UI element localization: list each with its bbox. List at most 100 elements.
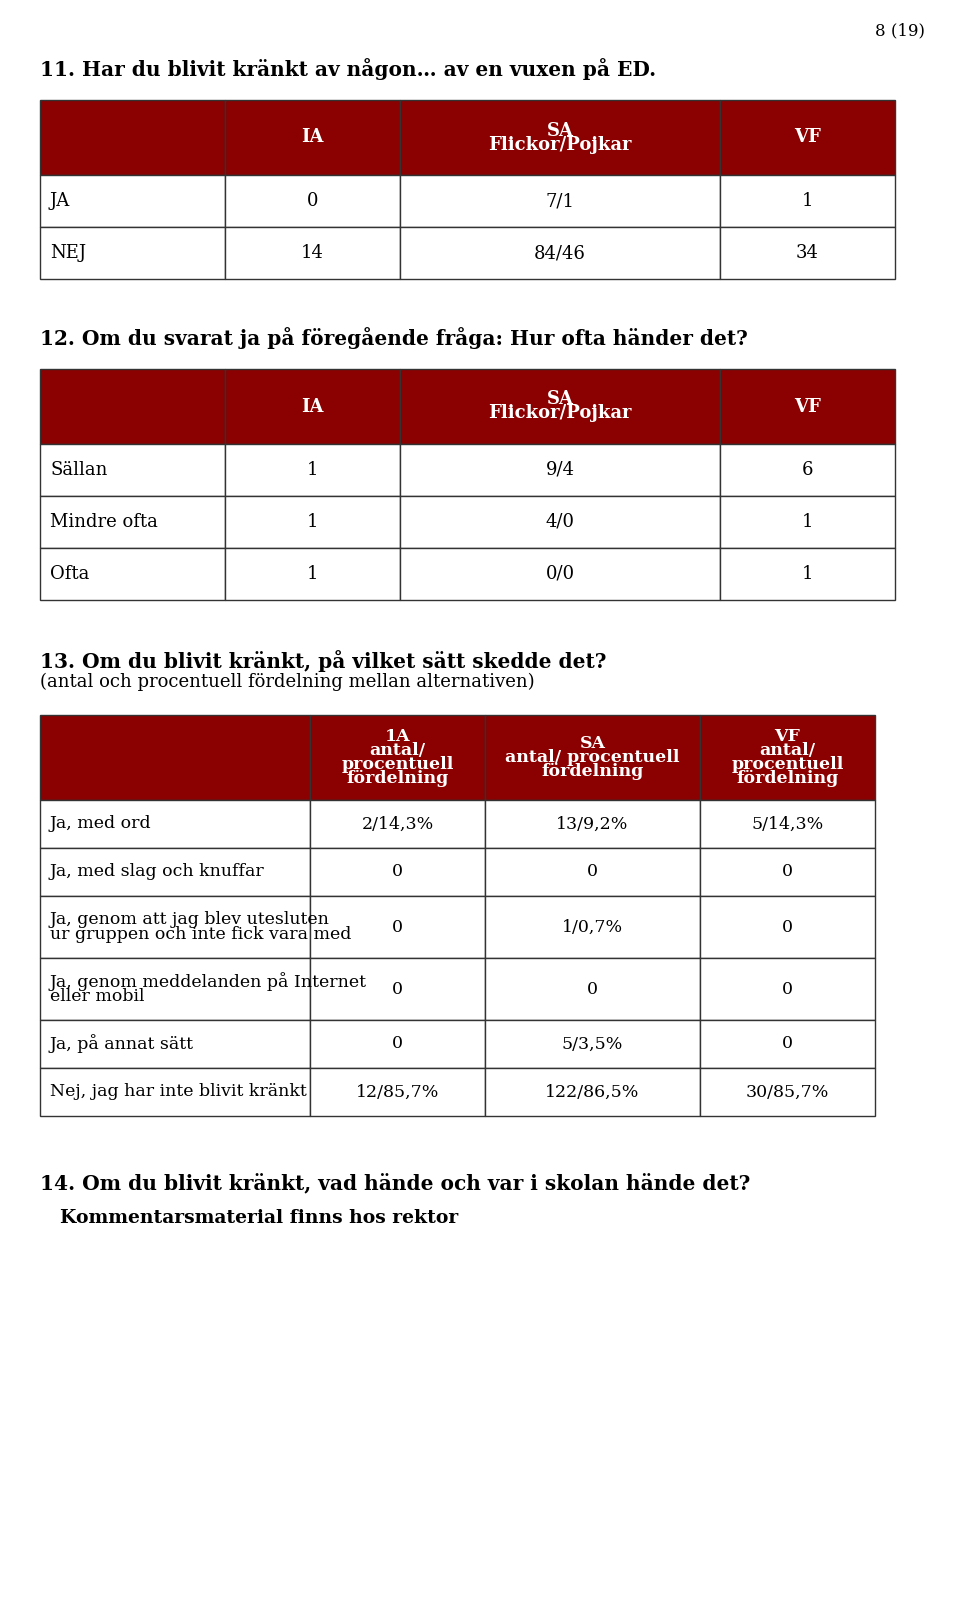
Bar [485,897,700,958]
Bar [485,800,700,848]
Bar [40,897,310,958]
Bar [310,715,485,800]
Bar [310,1067,485,1116]
Bar [40,369,225,444]
Bar [485,715,700,800]
Text: NEJ: NEJ [50,245,86,262]
Text: 0: 0 [782,980,793,998]
Text: 0: 0 [782,918,793,935]
Bar [40,496,225,547]
Text: VF: VF [775,728,801,745]
Bar [720,369,895,444]
Text: 1: 1 [802,192,813,209]
Bar [400,369,720,444]
Bar [225,547,400,601]
Bar [225,100,400,175]
Text: fördelning: fördelning [347,770,448,787]
Text: 7/1: 7/1 [545,192,574,209]
Bar [400,496,720,547]
Text: 1: 1 [307,565,319,583]
Text: Ja, med slag och knuffar: Ja, med slag och knuffar [50,863,265,881]
Text: 122/86,5%: 122/86,5% [545,1084,639,1101]
Bar [225,444,400,496]
Bar [720,444,895,496]
Text: 11. Har du blivit kränkt av någon… av en vuxen på ED.: 11. Har du blivit kränkt av någon… av en… [40,58,656,80]
Bar [700,715,875,800]
Text: 13. Om du blivit kränkt, på vilket sätt skedde det?: 13. Om du blivit kränkt, på vilket sätt … [40,650,607,671]
Text: 1: 1 [802,514,813,531]
Bar [40,958,310,1021]
Bar [40,444,225,496]
Text: 2/14,3%: 2/14,3% [361,816,434,832]
Text: Ja, på annat sätt: Ja, på annat sätt [50,1035,194,1053]
Text: Sällan: Sällan [50,460,108,480]
Bar [700,1067,875,1116]
Text: VF: VF [794,129,821,147]
Text: 1: 1 [307,514,319,531]
Text: 14: 14 [301,245,324,262]
Bar [720,496,895,547]
Bar [720,547,895,601]
Text: SA: SA [546,391,573,409]
Text: 5/14,3%: 5/14,3% [752,816,824,832]
Text: 0: 0 [587,980,598,998]
Text: Ja, med ord: Ja, med ord [50,816,152,832]
Text: 1A: 1A [385,728,410,745]
Bar [40,100,225,175]
Bar [400,100,720,175]
Text: SA: SA [546,121,573,140]
Text: 5/3,5%: 5/3,5% [562,1035,623,1053]
Text: antal/: antal/ [759,742,816,758]
Bar [700,958,875,1021]
Bar [225,227,400,279]
Text: fördelning: fördelning [541,763,643,781]
Text: 34: 34 [796,245,819,262]
Bar [40,227,225,279]
Bar [700,800,875,848]
Text: 9/4: 9/4 [545,460,574,480]
Text: antal/ procentuell: antal/ procentuell [505,749,680,766]
Text: 13/9,2%: 13/9,2% [556,816,629,832]
Text: SA: SA [580,736,606,752]
Text: 12. Om du svarat ja på föregående fråga: Hur ofta händer det?: 12. Om du svarat ja på föregående fråga:… [40,327,748,349]
Text: 0: 0 [782,1035,793,1053]
Text: 12/85,7%: 12/85,7% [356,1084,439,1101]
Bar [40,800,310,848]
Bar [40,715,310,800]
Text: Flickor/Pojkar: Flickor/Pojkar [489,404,632,422]
Bar [310,848,485,897]
Bar [310,1021,485,1067]
Bar [310,800,485,848]
Text: fördelning: fördelning [736,770,839,787]
Text: 0: 0 [392,918,403,935]
Text: 14. Om du blivit kränkt, vad hände och var i skolan hände det?: 14. Om du blivit kränkt, vad hände och v… [40,1174,751,1195]
Text: IA: IA [301,398,324,415]
Text: 1: 1 [802,565,813,583]
Bar [485,1021,700,1067]
Text: 1: 1 [307,460,319,480]
Text: 0: 0 [392,1035,403,1053]
Bar [700,897,875,958]
Text: 0: 0 [392,863,403,881]
Text: Nej, jag har inte blivit kränkt: Nej, jag har inte blivit kränkt [50,1084,307,1101]
Text: eller mobil: eller mobil [50,989,145,1005]
Text: 0: 0 [392,980,403,998]
Text: 84/46: 84/46 [534,245,586,262]
Bar [225,369,400,444]
Bar [720,100,895,175]
Bar [485,958,700,1021]
Text: procentuell: procentuell [732,757,844,773]
Text: Ja, genom att jag blev utesluten: Ja, genom att jag blev utesluten [50,911,330,927]
Bar [310,897,485,958]
Text: JA: JA [50,192,70,209]
Text: (antal och procentuell fördelning mellan alternativen): (antal och procentuell fördelning mellan… [40,673,535,691]
Bar [40,175,225,227]
Text: 4/0: 4/0 [545,514,574,531]
Text: Ja, genom meddelanden på Internet: Ja, genom meddelanden på Internet [50,972,367,990]
Text: ur gruppen och inte fick vara med: ur gruppen och inte fick vara med [50,926,351,943]
Bar [720,175,895,227]
Bar [400,227,720,279]
Bar [40,848,310,897]
Text: 1/0,7%: 1/0,7% [562,918,623,935]
Bar [400,547,720,601]
